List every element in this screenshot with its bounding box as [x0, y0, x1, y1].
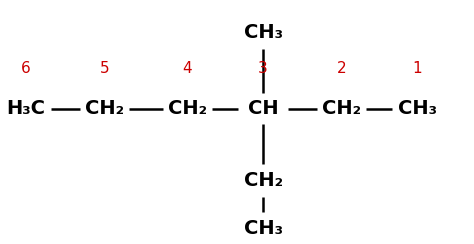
Text: 4: 4: [182, 61, 192, 76]
Text: CH₂: CH₂: [168, 99, 207, 118]
Text: H₃C: H₃C: [7, 99, 46, 118]
Text: 3: 3: [258, 61, 268, 76]
Text: 2: 2: [337, 61, 346, 76]
Text: CH₃: CH₃: [244, 23, 283, 42]
Text: CH: CH: [248, 99, 278, 118]
Text: CH₂: CH₂: [244, 171, 283, 190]
Text: CH₂: CH₂: [85, 99, 124, 118]
Text: 6: 6: [21, 61, 31, 76]
Text: CH₃: CH₃: [244, 219, 283, 238]
Text: 1: 1: [412, 61, 422, 76]
Text: CH₂: CH₂: [322, 99, 361, 118]
Text: 5: 5: [100, 61, 109, 76]
Text: CH₃: CH₃: [398, 99, 437, 118]
